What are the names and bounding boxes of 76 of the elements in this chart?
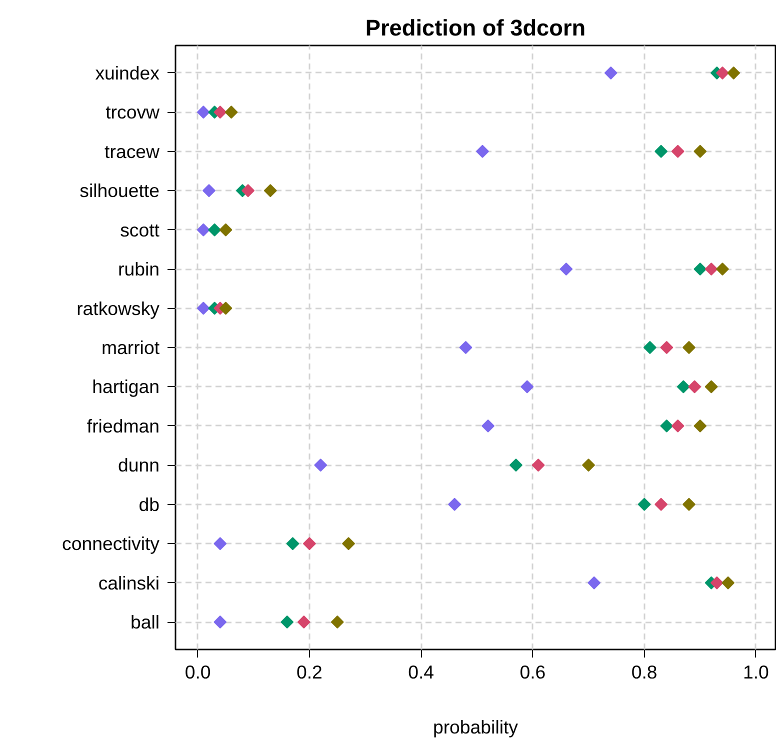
point — [330, 616, 344, 629]
point — [694, 262, 707, 276]
point — [716, 66, 729, 80]
point — [302, 537, 316, 550]
y-tick-label: silhouette — [80, 180, 160, 202]
point — [660, 340, 674, 354]
x-tick-label: 0.0 — [184, 662, 211, 682]
point — [604, 66, 618, 80]
point — [520, 380, 534, 394]
y-tick-label: hartigan — [92, 376, 160, 398]
y-tick-label: rubin — [118, 258, 160, 280]
x-tick-label: 0.2 — [296, 662, 322, 682]
point — [727, 66, 740, 80]
point — [214, 616, 227, 629]
point — [314, 458, 328, 472]
point — [582, 458, 596, 472]
point — [694, 144, 707, 158]
point — [219, 223, 232, 236]
point — [660, 419, 674, 432]
y-tick-label: dunn — [118, 454, 160, 476]
point — [682, 340, 696, 354]
point — [682, 498, 696, 511]
point — [671, 144, 684, 158]
point — [214, 537, 227, 550]
point — [671, 419, 684, 432]
y-tick-label: xuindex — [95, 62, 160, 84]
y-tick-label: calinski — [98, 572, 160, 594]
y-tick-label: marriot — [101, 337, 160, 358]
y-tick-label: tracew — [104, 140, 160, 162]
chart-title: Prediction of 3dcorn — [365, 14, 586, 40]
point — [219, 302, 232, 315]
x-axis-title: probability — [432, 716, 519, 738]
point — [196, 302, 210, 315]
point — [297, 616, 310, 629]
x-tick-label: 1.0 — [743, 662, 769, 682]
x-tick-label: 0.4 — [408, 662, 434, 682]
y-tick-label: db — [138, 494, 160, 515]
point — [342, 537, 356, 550]
point — [560, 262, 573, 276]
point — [509, 458, 522, 472]
y-tick-label: connectivity — [62, 533, 160, 554]
point — [280, 616, 294, 629]
point — [654, 144, 668, 158]
point — [476, 144, 489, 158]
point — [638, 498, 651, 511]
point — [242, 184, 255, 198]
point — [588, 576, 601, 590]
y-tick-label: ratkowsky — [76, 298, 160, 319]
y-tick-label: ball — [130, 612, 160, 633]
point — [716, 262, 729, 276]
point — [459, 340, 472, 354]
point — [224, 106, 238, 119]
y-tick-label: scott — [120, 219, 160, 240]
point — [676, 380, 690, 394]
x-tick-label: 0.6 — [520, 662, 546, 682]
y-tick-label: friedman — [86, 415, 160, 436]
point — [448, 498, 462, 511]
point — [196, 223, 210, 236]
point — [264, 184, 277, 198]
point — [704, 380, 718, 394]
point — [202, 184, 216, 198]
y-tick-label: trcovw — [106, 102, 160, 123]
point — [643, 340, 656, 354]
point — [694, 419, 707, 432]
point — [710, 576, 724, 590]
x-tick-label: 0.8 — [631, 662, 658, 682]
point — [286, 537, 300, 550]
point — [704, 262, 718, 276]
point — [482, 419, 495, 432]
point — [196, 106, 210, 119]
point — [208, 223, 222, 236]
point — [722, 576, 735, 590]
point — [654, 498, 668, 511]
point — [532, 458, 545, 472]
point — [688, 380, 702, 394]
point — [214, 106, 227, 119]
